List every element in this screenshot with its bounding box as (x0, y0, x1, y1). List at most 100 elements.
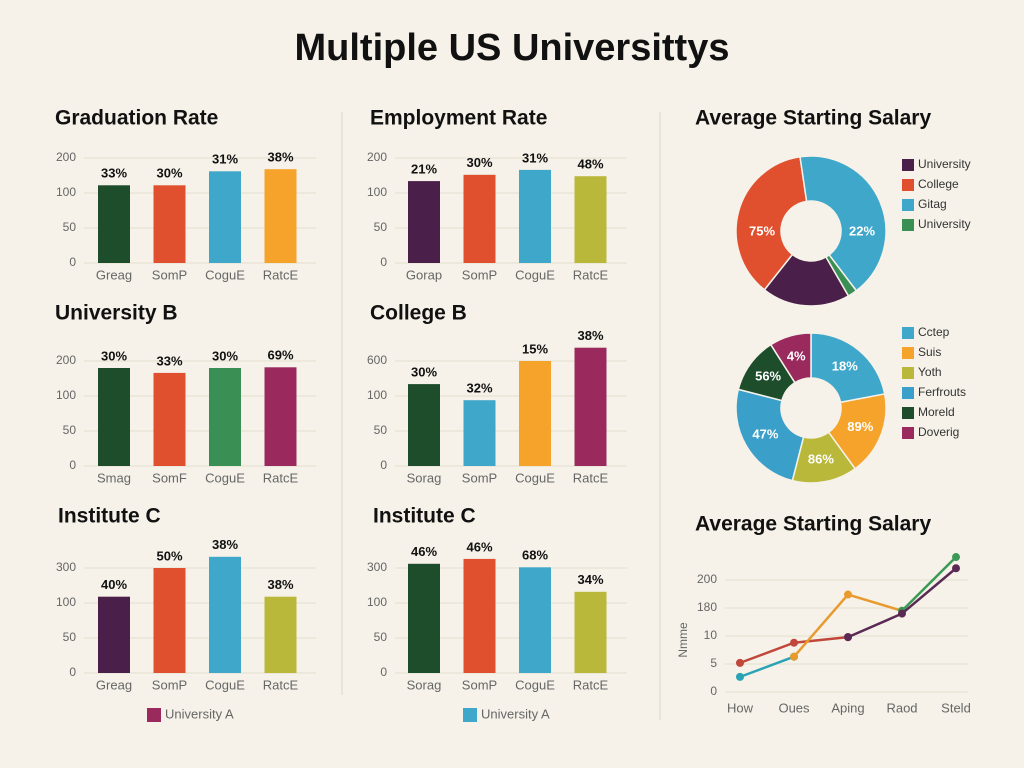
bar-annotation: 38% (212, 537, 238, 552)
bar (463, 174, 496, 263)
page-title: Multiple US Universittys (295, 27, 730, 69)
line-series (739, 655, 795, 679)
y-tick-label: 5 (710, 656, 717, 670)
y-tick-label: 0 (69, 458, 76, 472)
line-series (847, 567, 957, 639)
bar-annotation: 48% (577, 157, 603, 172)
bar-annotation: 30% (212, 348, 238, 363)
line-point (844, 590, 852, 599)
line-point (898, 609, 906, 618)
bar-annotation: 50% (156, 548, 182, 563)
x-tick-label: CoguE (205, 267, 245, 282)
x-tick-label: SomP (462, 267, 497, 282)
x-tick-label: SomP (462, 470, 497, 485)
x-tick-label: Aping (831, 700, 864, 715)
y-tick-label: 180 (697, 600, 717, 614)
x-tick-label: Steld (941, 700, 971, 715)
legend-swatch (902, 179, 914, 191)
panel-title: University B (55, 302, 178, 325)
x-tick-label: Oues (778, 700, 810, 715)
legend-label: Suis (918, 345, 941, 359)
panel-title: Institute C (58, 505, 161, 528)
legend-label: College (918, 177, 959, 191)
legend-label: Cctep (918, 325, 950, 339)
bar-annotation: 34% (577, 572, 603, 587)
bar (408, 181, 440, 263)
line-point (736, 658, 744, 667)
slice-annotation: 89% (847, 419, 873, 434)
bar (408, 384, 440, 466)
y-tick-label: 0 (69, 255, 76, 269)
legend-swatch (902, 407, 914, 419)
bar-annotation: 30% (411, 365, 437, 380)
line-point (736, 672, 744, 681)
legend-swatch (463, 708, 477, 722)
line-series (793, 593, 903, 658)
legend-swatch (902, 327, 914, 339)
bar (153, 372, 186, 466)
slice-annotation: 75% (749, 223, 775, 238)
bar (463, 400, 496, 466)
y-tick-label: 0 (380, 255, 387, 269)
x-tick-label: CoguE (515, 470, 555, 485)
legend-swatch (902, 387, 914, 399)
panel-title: Average Starting Salary (695, 513, 931, 536)
x-tick-label: CoguE (515, 267, 555, 282)
line-point (790, 638, 798, 647)
y-tick-label: 100 (56, 185, 76, 199)
y-tick-label: 100 (56, 595, 76, 609)
slice-annotation: 22% (849, 223, 875, 238)
x-tick-label: Gorap (406, 267, 442, 282)
bar (463, 558, 496, 673)
panel-title: Graduation Rate (55, 107, 218, 130)
x-tick-label: RatcE (263, 677, 299, 692)
legend-label: University (918, 217, 971, 231)
line-series (901, 556, 957, 612)
bar (574, 591, 607, 673)
line-point (790, 652, 798, 661)
bar (98, 368, 130, 466)
y-tick-label: 10 (704, 628, 718, 642)
legend-label: Yoth (918, 365, 942, 379)
x-tick-label: SomF (152, 470, 187, 485)
y-tick-label: 50 (374, 423, 388, 437)
x-tick-label: Sorag (407, 470, 442, 485)
y-tick-label: 200 (697, 572, 717, 586)
x-tick-label: Greag (96, 677, 132, 692)
y-tick-label: 100 (56, 388, 76, 402)
bar (153, 568, 186, 673)
bar-annotation: 30% (156, 166, 182, 181)
line-point (952, 553, 960, 562)
y-tick-label: 600 (367, 353, 387, 367)
legend-label: Ferfrouts (918, 385, 966, 399)
panel-title: Institute C (373, 505, 476, 528)
pie-slice (799, 155, 887, 292)
y-tick-label: 300 (367, 560, 387, 574)
legend-swatch (902, 159, 914, 171)
legend-swatch (902, 347, 914, 359)
bar (519, 567, 551, 673)
slice-annotation: 18% (832, 359, 858, 374)
bar (98, 185, 130, 263)
bar (153, 185, 186, 263)
bar (209, 368, 241, 466)
legend-swatch (902, 427, 914, 439)
bar-annotation: 33% (156, 353, 182, 368)
x-tick-label: Greag (96, 267, 132, 282)
y-tick-label: 0 (380, 458, 387, 472)
legend-swatch (902, 367, 914, 379)
bar (209, 556, 241, 673)
bar-annotation: 46% (466, 539, 492, 554)
slice-annotation: 56% (755, 368, 781, 383)
pie-slice (735, 155, 808, 291)
bar (264, 596, 297, 673)
pie-slice (810, 332, 886, 404)
slice-annotation: 86% (808, 451, 834, 466)
legend-label: University A (165, 706, 234, 721)
x-tick-label: Raod (886, 700, 917, 715)
bar (264, 367, 297, 466)
bar (209, 171, 241, 263)
y-tick-label: 300 (56, 560, 76, 574)
bar-annotation: 32% (466, 381, 492, 396)
